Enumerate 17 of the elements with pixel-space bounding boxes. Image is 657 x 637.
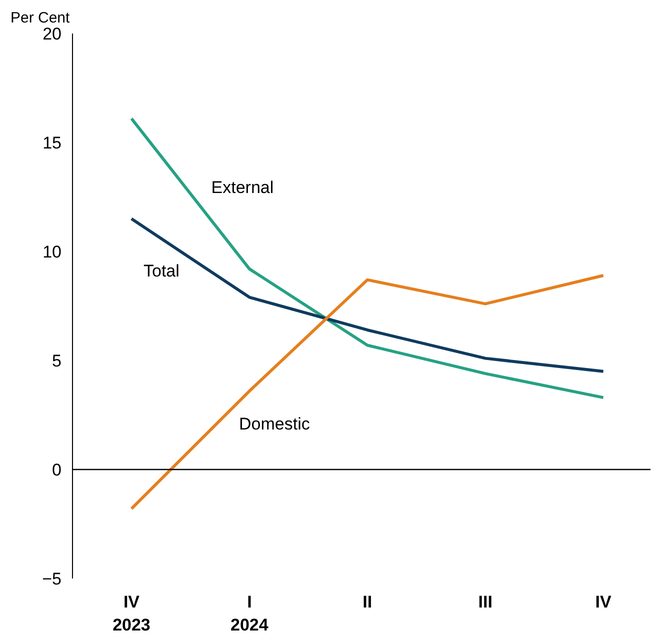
y-axis-title: Per Cent	[10, 10, 71, 26]
y-tick-label: 15	[42, 134, 62, 152]
series-label: Total	[144, 262, 180, 281]
x-tick-label: I 2024	[230, 592, 269, 634]
y-tick-label: 5	[52, 352, 62, 370]
y-tick-label: 20	[42, 24, 62, 44]
series-label: External	[211, 178, 274, 198]
x-tick-label: II	[362, 592, 372, 612]
y-tick-label: 0	[52, 460, 62, 480]
y-tick-label: −5	[42, 570, 62, 588]
x-tick-label: IV	[595, 592, 612, 612]
line-series	[130, 217, 605, 373]
x-tick-label: III	[478, 592, 492, 612]
x-tick-label: IV 2023	[112, 592, 150, 634]
y-tick-label: 10	[42, 242, 62, 262]
line-series	[130, 117, 605, 400]
series-label: Domestic	[239, 414, 310, 434]
